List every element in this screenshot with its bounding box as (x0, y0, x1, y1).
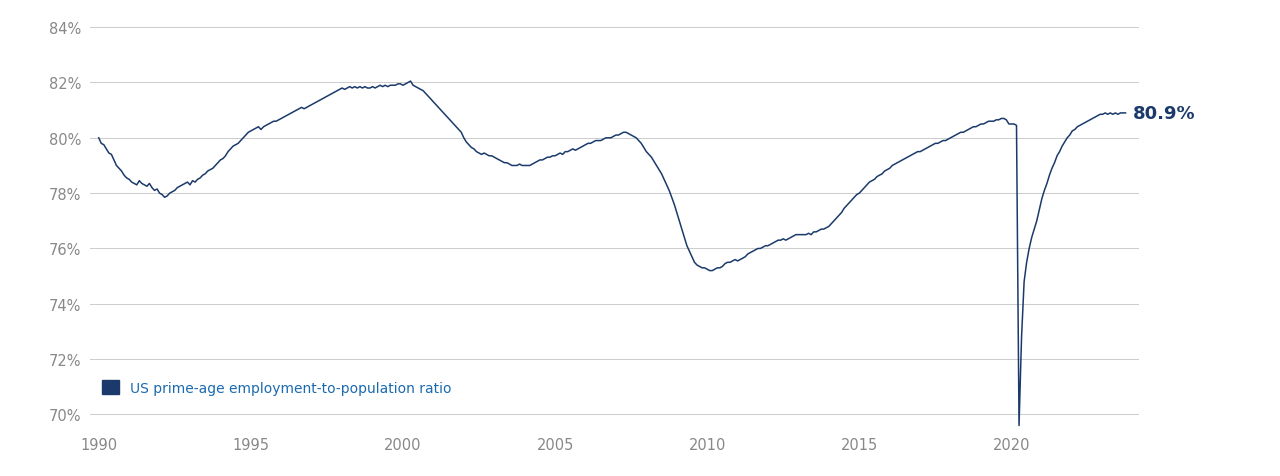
Legend: US prime-age employment-to-population ratio: US prime-age employment-to-population ra… (96, 375, 457, 401)
Text: 80.9%: 80.9% (1133, 105, 1196, 123)
